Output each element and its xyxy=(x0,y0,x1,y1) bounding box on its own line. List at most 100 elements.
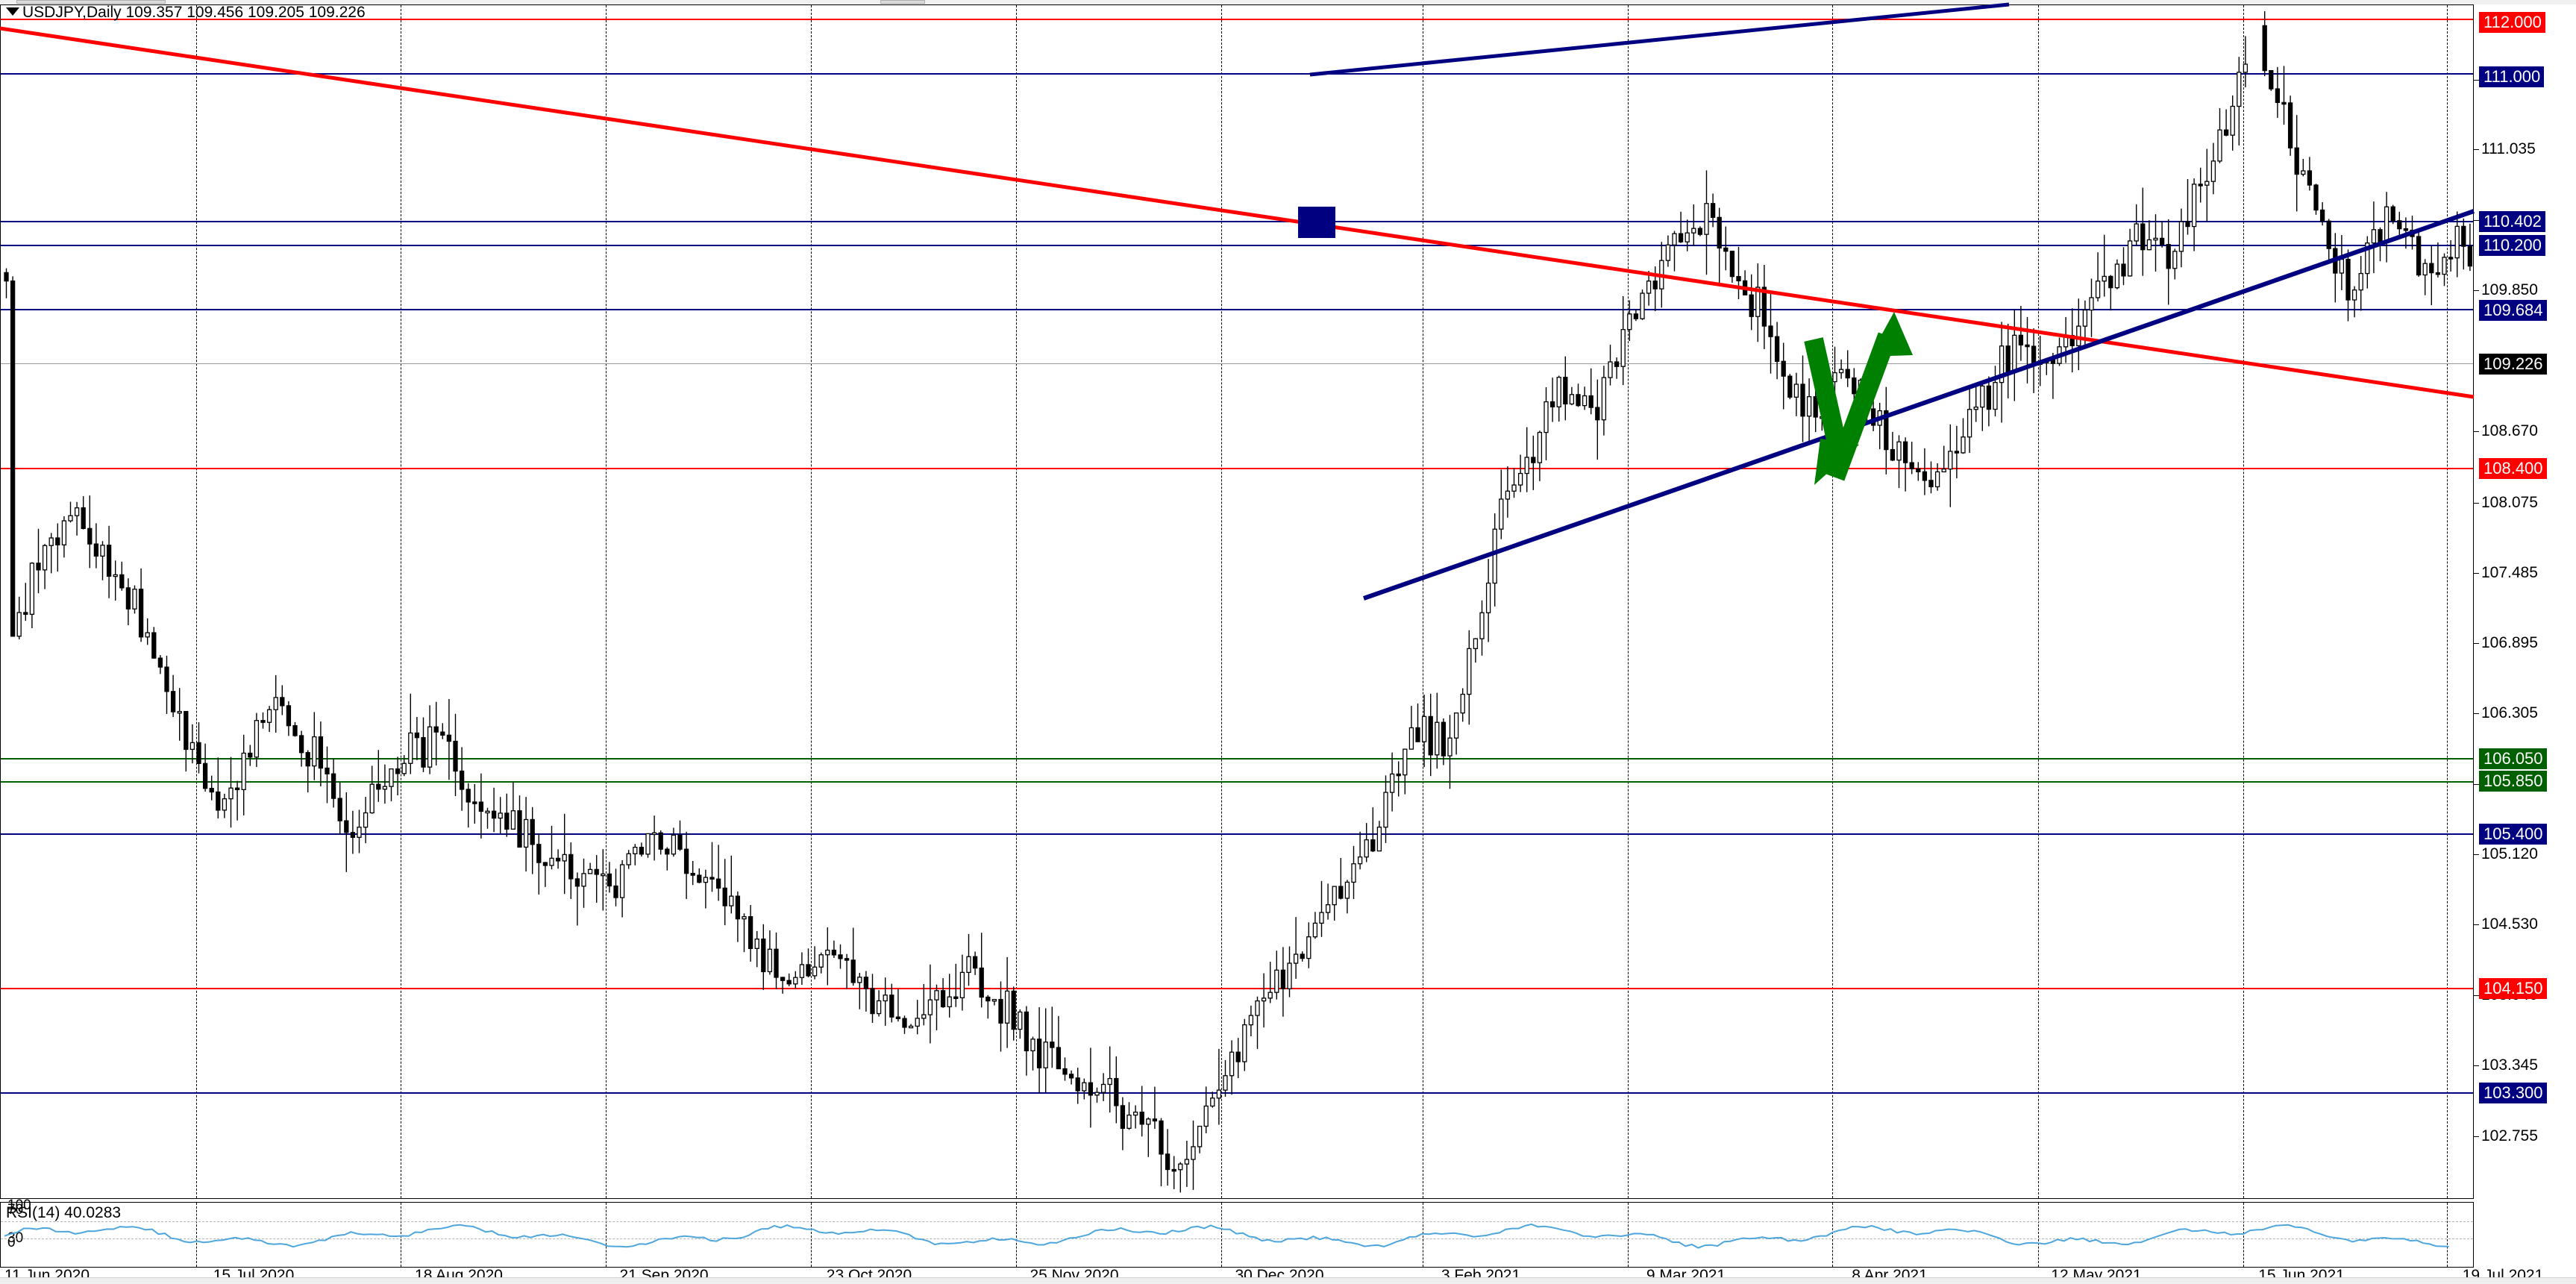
candle xyxy=(2025,344,2030,348)
candle xyxy=(414,732,420,739)
candle xyxy=(87,527,93,545)
candle xyxy=(1050,1042,1055,1048)
level-108.400[interactable] xyxy=(1,468,2473,469)
candle xyxy=(312,736,317,767)
candle xyxy=(2442,257,2447,275)
level-110.200[interactable] xyxy=(1,245,2473,246)
candle xyxy=(947,996,952,1008)
rsi-time-separator-4 xyxy=(1016,1203,1017,1267)
candle xyxy=(132,589,137,610)
projected-path-arrow[interactable] xyxy=(1804,312,1913,485)
candle xyxy=(2223,129,2229,136)
price-tag-105.850[interactable]: 105.850 xyxy=(2479,771,2547,792)
candle xyxy=(677,834,683,850)
level-103.300[interactable] xyxy=(1,1092,2473,1094)
candle xyxy=(1300,953,1305,959)
candle xyxy=(683,848,689,874)
candle xyxy=(119,574,125,589)
candle xyxy=(1576,394,1581,407)
candle xyxy=(1216,1089,1222,1099)
candle xyxy=(1531,457,1536,463)
candle xyxy=(633,846,638,854)
price-tag-112.000[interactable]: 112.000 xyxy=(2479,12,2545,33)
candle xyxy=(1075,1077,1080,1092)
toolbar-block-left[interactable] xyxy=(16,0,166,4)
candle xyxy=(587,868,593,874)
candle xyxy=(2435,272,2441,275)
candle xyxy=(61,520,67,545)
level-104.150[interactable] xyxy=(1,988,2473,989)
price-tag-104.150[interactable]: 104.150 xyxy=(2479,978,2547,999)
candle xyxy=(202,762,208,789)
candle xyxy=(870,988,875,1015)
rsi-pane[interactable] xyxy=(0,1202,2474,1268)
candle xyxy=(1415,727,1420,742)
candle xyxy=(857,977,862,983)
candle xyxy=(908,1025,914,1029)
price-tag-106.050[interactable]: 106.050 xyxy=(2479,748,2547,769)
candle xyxy=(536,844,542,863)
price-tag-105.400[interactable]: 105.400 xyxy=(2479,824,2547,845)
candle xyxy=(395,768,401,774)
candle xyxy=(1499,498,1504,530)
price-pane[interactable] xyxy=(0,4,2474,1199)
axis-tick-mark-6 xyxy=(2474,573,2479,574)
candle xyxy=(433,726,439,733)
candle xyxy=(665,848,670,855)
level-106.050[interactable] xyxy=(1,758,2473,760)
candle xyxy=(850,959,856,983)
price-tag-111.000[interactable]: 111.000 xyxy=(2479,66,2545,87)
triangle-down-icon[interactable] xyxy=(6,7,19,16)
price-tag-109.684[interactable]: 109.684 xyxy=(2479,300,2547,321)
candle xyxy=(260,720,266,723)
level-109.226[interactable] xyxy=(1,363,2473,364)
candle xyxy=(1082,1082,1087,1092)
candle xyxy=(555,857,561,862)
candle xyxy=(2089,297,2094,311)
candle xyxy=(2243,63,2248,73)
candle xyxy=(184,710,189,751)
candle xyxy=(1537,431,1543,463)
candle xyxy=(408,732,413,764)
candle xyxy=(1441,721,1447,757)
level-110.402[interactable] xyxy=(1,221,2473,222)
candle xyxy=(613,885,618,898)
status-bar xyxy=(0,1277,2576,1284)
rsi-scale-label-70: 70 xyxy=(7,1202,24,1218)
wedge-upper-trendline[interactable] xyxy=(1309,2,2010,77)
descending-resistance-trendline[interactable] xyxy=(0,26,2475,399)
time-separator-11 xyxy=(2447,5,2448,1198)
level-112.000[interactable] xyxy=(1,19,2473,20)
price-tag-110.200[interactable]: 110.200 xyxy=(2479,235,2545,256)
price-tag-103.300[interactable]: 103.300 xyxy=(2479,1083,2547,1103)
candle xyxy=(1018,1011,1023,1030)
level-105.850[interactable] xyxy=(1,781,2473,783)
candle xyxy=(1152,1118,1158,1122)
level-111.000[interactable] xyxy=(1,73,2473,75)
candle xyxy=(2153,237,2158,241)
candle xyxy=(1633,313,1639,319)
candle xyxy=(305,752,310,767)
candle xyxy=(895,1016,901,1020)
wedge-lower-trendline[interactable] xyxy=(1363,209,2475,601)
level-105.400[interactable] xyxy=(1,833,2473,835)
level-109.684[interactable] xyxy=(1,309,2473,310)
toolbar-block-right[interactable] xyxy=(880,0,925,4)
price-tag-108.400[interactable]: 108.400 xyxy=(2479,458,2547,479)
candle xyxy=(1428,715,1433,756)
candle xyxy=(1627,313,1632,331)
axis-tick-mark-12 xyxy=(2474,995,2479,996)
price-tag-110.402[interactable]: 110.402 xyxy=(2479,211,2545,232)
candle xyxy=(485,810,490,814)
candle xyxy=(709,877,715,880)
candle xyxy=(357,827,362,838)
rsi-time-separator-5 xyxy=(1221,1203,1222,1267)
candle xyxy=(966,956,971,974)
candle xyxy=(2191,184,2197,228)
price-axis[interactable]: 111.625111.035110.440109.850108.670108.0… xyxy=(2474,4,2576,1268)
candle xyxy=(2198,184,2203,187)
price-tag-109.226[interactable]: 109.226 xyxy=(2479,354,2547,375)
supply-zone-box[interactable] xyxy=(1298,207,1335,238)
candle xyxy=(703,877,709,883)
